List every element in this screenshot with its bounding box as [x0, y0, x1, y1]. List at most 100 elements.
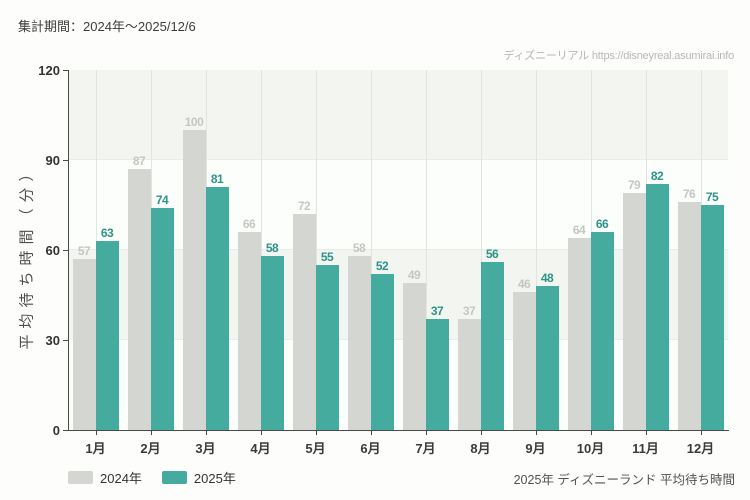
bar-2025年-1月	[95, 241, 119, 430]
bar-wrap: 100	[182, 70, 206, 430]
y-tick-mark	[63, 250, 68, 251]
bar-group-10月: 64 66	[563, 70, 618, 430]
bar-2025年-7月	[425, 319, 449, 430]
bar-2024年-7月	[402, 283, 426, 430]
x-tick-label-11月: 11月	[632, 441, 659, 456]
bar-group-5月: 72 55	[288, 70, 343, 430]
bar-value-label: 49	[407, 268, 421, 282]
x-tick-label-5月: 5月	[305, 441, 326, 456]
bar-wrap: 57	[72, 70, 96, 430]
bar-group-7月: 49 37	[398, 70, 453, 430]
bar-2024年-6月	[347, 256, 371, 430]
bar-2024年-1月	[72, 259, 96, 430]
bar-2025年-12月	[700, 205, 724, 430]
plot-band	[68, 160, 728, 250]
bar-2024年-5月	[292, 214, 316, 430]
bar-group-3月: 100 81	[178, 70, 233, 430]
bar-value-label: 100	[184, 115, 204, 129]
y-tick-mark	[63, 430, 68, 431]
bar-wrap: 81	[205, 70, 229, 430]
horizontal-gridline	[68, 249, 728, 250]
legend-item-2024年: 2024年	[68, 468, 142, 487]
bar-2025年-4月	[260, 256, 284, 430]
legend-item-2025年: 2025年	[161, 468, 236, 487]
bar-2024年-3月	[182, 130, 206, 430]
legend-swatch	[161, 471, 187, 484]
bar-wrap: 52	[370, 70, 394, 430]
bar-wrap: 63	[95, 70, 119, 430]
bar-value-label: 58	[352, 241, 366, 255]
x-tick-mark	[95, 431, 97, 435]
x-tick-label-12月: 12月	[686, 441, 715, 456]
x-tick-label-2月: 2月	[140, 441, 161, 456]
bar-wrap: 48	[535, 70, 559, 430]
y-axis-line	[68, 70, 69, 431]
site-watermark: ディズニーリアル https://disneyreal.asumirai.inf…	[503, 50, 734, 62]
vertical-gridline	[425, 70, 427, 430]
bar-value-label: 37	[430, 304, 444, 318]
bar-wrap: 66	[237, 70, 261, 430]
bar-2024年-12月	[677, 202, 701, 430]
bar-2025年-6月	[370, 274, 394, 430]
bar-value-label: 64	[572, 223, 586, 237]
bar-2024年-2月	[127, 169, 151, 430]
bar-value-label: 66	[595, 217, 609, 231]
vertical-gridline	[535, 70, 537, 430]
bar-wrap: 37	[457, 70, 481, 430]
x-tick-mark	[260, 431, 262, 435]
x-tick-label-1月: 1月	[85, 441, 106, 456]
bar-wrap: 46	[512, 70, 536, 430]
bar-2025年-5月	[315, 265, 339, 430]
bar-wrap: 72	[292, 70, 316, 430]
x-tick-mark	[425, 431, 427, 435]
x-tick-label-6月: 6月	[360, 441, 381, 456]
x-tick-mark	[315, 431, 317, 435]
bar-group-8月: 37 56	[453, 70, 508, 430]
vertical-gridline	[315, 70, 317, 430]
legend: 2024年 2025年	[68, 468, 236, 487]
bar-value-label: 87	[132, 154, 146, 168]
x-tick-label-8月: 8月	[470, 441, 491, 456]
bar-wrap: 55	[315, 70, 339, 430]
x-tick-label-9月: 9月	[525, 441, 546, 456]
vertical-gridline	[480, 70, 482, 430]
bar-wrap: 58	[347, 70, 371, 430]
bar-value-label: 81	[210, 172, 224, 186]
bar-value-label: 66	[242, 217, 256, 231]
bar-value-label: 74	[155, 193, 169, 207]
bar-wrap: 37	[425, 70, 449, 430]
y-tick-label: 90	[45, 153, 60, 168]
bar-value-label: 79	[627, 178, 641, 192]
bar-2025年-8月	[480, 262, 504, 430]
plot-area: 57 63 87 74 100 81 66 58 72 55 58 52 49 37 37 56 46 48 64 6…	[68, 70, 728, 430]
bar-group-6月: 58 52	[343, 70, 398, 430]
chart-caption: 2025年 ディズニーランド 平均待ち時間	[513, 473, 735, 487]
x-tick-mark	[535, 431, 537, 435]
bar-2024年-4月	[237, 232, 261, 430]
legend-label: 2024年	[100, 471, 142, 486]
plot-band	[68, 340, 728, 430]
bar-wrap: 58	[260, 70, 284, 430]
bar-value-label: 75	[705, 190, 719, 204]
bar-2025年-9月	[535, 286, 559, 430]
bar-value-label: 56	[485, 247, 499, 261]
bar-value-label: 63	[100, 226, 114, 240]
bar-2025年-11月	[645, 184, 669, 430]
y-tick-label: 60	[45, 243, 60, 258]
bar-wrap: 75	[700, 70, 724, 430]
y-tick-label: 0	[52, 423, 60, 438]
bar-value-label: 46	[517, 277, 531, 291]
bar-wrap: 66	[590, 70, 614, 430]
x-tick-mark	[645, 431, 647, 435]
bar-wrap: 49	[402, 70, 426, 430]
x-tick-label-7月: 7月	[415, 441, 436, 456]
bar-wrap: 56	[480, 70, 504, 430]
bar-wrap: 82	[645, 70, 669, 430]
x-tick-mark	[700, 431, 702, 435]
vertical-gridline	[370, 70, 372, 430]
horizontal-gridline	[68, 159, 728, 160]
bar-value-label: 72	[297, 199, 311, 213]
bar-value-label: 52	[375, 259, 389, 273]
bar-value-label: 48	[540, 271, 554, 285]
bar-wrap: 74	[150, 70, 174, 430]
